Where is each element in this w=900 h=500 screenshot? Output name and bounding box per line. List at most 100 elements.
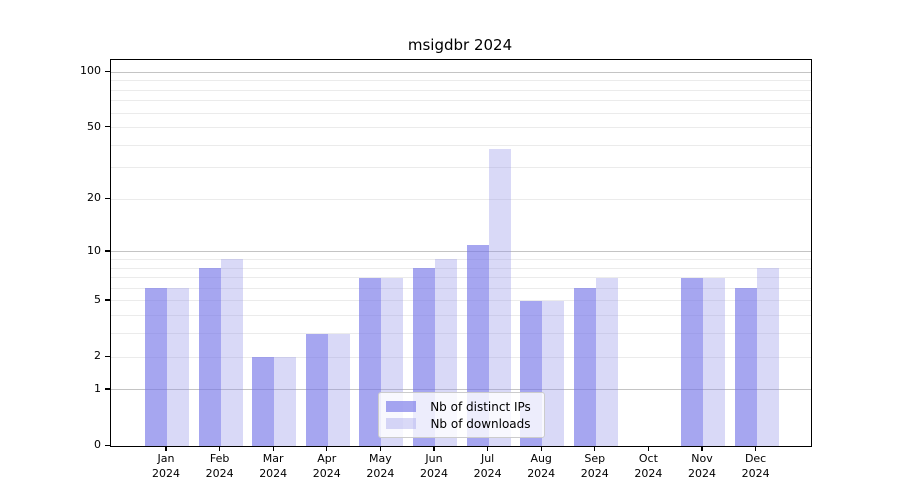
gridline-20 (111, 198, 811, 200)
bar-sep-downloads (595, 277, 618, 446)
bar-jul-downloads (488, 149, 511, 446)
gridline-30 (111, 167, 811, 169)
gridline-5 (111, 300, 811, 302)
chart-title: msigdbr 2024 (407, 36, 513, 54)
gridline-90 (111, 80, 811, 82)
legend-entry-distinct-ips: Nb of distinct IPs (386, 398, 537, 415)
ytick-label-100: 100 (80, 64, 101, 78)
gridline-10 (111, 251, 811, 253)
gridline-9 (111, 258, 811, 260)
bar-nov-downloads (703, 277, 725, 446)
legend-entry-downloads: Nb of downloads (386, 415, 537, 432)
xtick-month: Mar (262, 452, 284, 465)
xtick-year: 2024 (420, 467, 448, 480)
gridline-7 (111, 277, 811, 279)
bar-jan-downloads (167, 288, 189, 446)
ytick-label-10: 10 (87, 243, 101, 257)
gridline-3 (111, 333, 811, 335)
bar-dec-ips (734, 288, 757, 446)
xtick-year: 2024 (312, 467, 341, 480)
bar-mar-ips (252, 357, 275, 446)
xtick-mark-nov (701, 446, 703, 451)
xtick-year: 2024 (688, 467, 716, 480)
plot-area (110, 59, 812, 447)
xtick-mark-sep (594, 446, 596, 451)
xtick-mark-apr (326, 446, 328, 451)
xtick-label-mar: Mar 2024 (243, 451, 303, 481)
xtick-label-oct: Oct 2024 (618, 451, 678, 481)
gridline-40 (111, 144, 811, 146)
xtick-label-jun: Jun 2024 (404, 451, 464, 481)
ytick-mark-1 (105, 388, 110, 390)
xtick-label-sep: Sep 2024 (565, 451, 625, 481)
gridline-1 (111, 389, 811, 391)
xtick-month: Jan (157, 452, 175, 465)
ytick-mark-20 (105, 197, 110, 200)
xtick-mark-aug (540, 446, 542, 451)
gridline-6 (111, 287, 811, 289)
xtick-month: Apr (317, 452, 337, 465)
xtick-month: Aug (530, 452, 552, 465)
xtick-label-jan: Jan 2024 (136, 451, 196, 481)
ytick-label-1: 1 (94, 381, 101, 395)
xtick-month: Feb (209, 452, 230, 465)
xtick-label-may: May 2024 (350, 451, 410, 481)
gridline-50 (111, 127, 811, 129)
xtick-label-aug: Aug 2024 (511, 451, 571, 481)
xtick-label-jul: Jul 2024 (458, 451, 518, 481)
gridline-70 (111, 100, 811, 102)
xtick-label-nov: Nov 2024 (672, 451, 732, 481)
bar-dec-downloads (756, 268, 779, 446)
xtick-mark-jun (433, 446, 435, 451)
bar-may-ips (359, 277, 382, 446)
ytick-mark-0 (105, 444, 110, 446)
legend-swatch-distinct-ips (386, 401, 416, 412)
ytick-mark-100 (105, 70, 110, 73)
bar-feb-downloads (220, 259, 243, 446)
xtick-year: 2024 (366, 467, 395, 480)
xtick-mark-jul (486, 446, 489, 451)
gridline-8 (111, 267, 811, 269)
ytick-label-20: 20 (87, 191, 101, 205)
xtick-year: 2024 (205, 467, 234, 480)
bar-sep-ips (573, 288, 596, 446)
xtick-year: 2024 (580, 467, 609, 480)
xtick-mark-jan (165, 446, 167, 451)
xtick-label-feb: Feb 2024 (190, 451, 250, 481)
legend-label-downloads: Nb of downloads (430, 416, 531, 431)
xtick-month: Jul (480, 452, 495, 465)
ytick-mark-10 (105, 250, 110, 252)
gridline-100 (111, 71, 811, 73)
xtick-year: 2024 (259, 467, 288, 480)
xtick-year: 2024 (152, 467, 180, 480)
bar-nov-ips (681, 277, 703, 446)
ytick-mark-5 (105, 299, 110, 301)
gridline-60 (111, 112, 811, 114)
xtick-month: Oct (638, 452, 658, 465)
xtick-month: Sep (584, 452, 606, 465)
xtick-month: May (369, 452, 392, 465)
gridline-2 (111, 356, 811, 358)
xtick-mark-may (379, 446, 382, 451)
xtick-month: Dec (744, 452, 767, 465)
xtick-year: 2024 (634, 467, 663, 480)
legend-label-distinct-ips: Nb of distinct IPs (430, 399, 531, 414)
ytick-label-50: 50 (87, 119, 101, 133)
xtick-month: Nov (691, 452, 713, 465)
xtick-mark-feb (218, 446, 221, 451)
xtick-year: 2024 (527, 467, 556, 480)
bar-aug-downloads (542, 300, 565, 446)
xtick-year: 2024 (473, 467, 502, 480)
xtick-mark-oct (647, 446, 650, 451)
gridline-4 (111, 315, 811, 317)
bar-jan-ips (145, 288, 167, 446)
xtick-label-dec: Dec 2024 (726, 451, 786, 481)
ytick-label-2: 2 (94, 349, 101, 362)
bar-apr-downloads (327, 333, 350, 446)
ytick-label-5: 5 (94, 292, 101, 306)
legend: Nb of distinct IPs Nb of downloads (378, 392, 545, 438)
legend-swatch-downloads (386, 418, 416, 429)
bar-feb-ips (198, 268, 221, 446)
ytick-mark-50 (105, 126, 110, 128)
bar-mar-downloads (274, 357, 297, 446)
